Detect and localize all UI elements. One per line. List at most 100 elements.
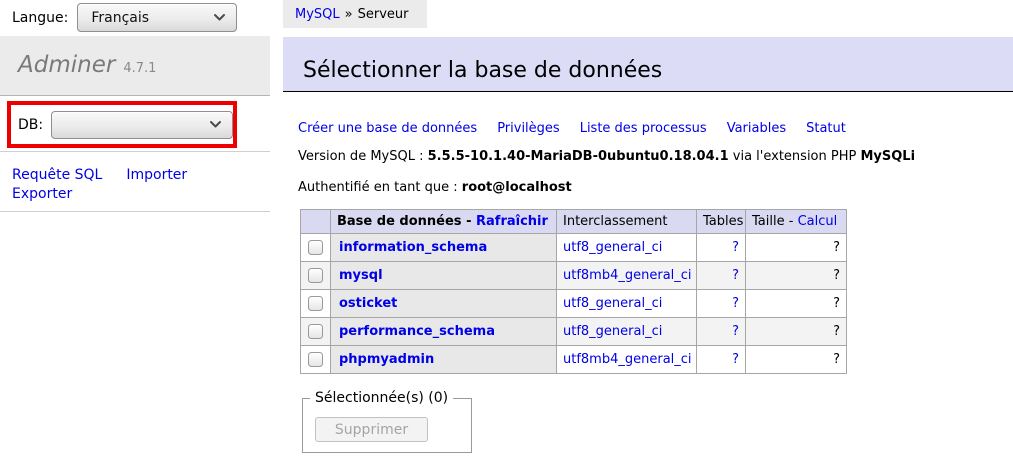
db-select[interactable] <box>51 110 233 139</box>
size-calc-link[interactable]: Calcul <box>797 214 838 229</box>
database-link[interactable]: phpmyadmin <box>339 352 435 367</box>
version-label: Version de MySQL : <box>298 149 424 164</box>
auth-label: Authentifié en tant que : <box>298 180 458 195</box>
databases-table: Base de données - Rafraîchir Interclasse… <box>300 209 847 374</box>
tables-count-link[interactable]: ? <box>732 296 739 311</box>
version-value: 5.5.5-10.1.40-MariaDB-0ubuntu0.18.04.1 <box>427 149 729 164</box>
size-cell: ? <box>745 261 847 290</box>
header-collation-cell: Interclassement <box>556 209 697 234</box>
collation-link[interactable]: utf8mb4_general_ci <box>563 268 692 283</box>
header-size-cell: Taille - Calcul <box>745 209 847 234</box>
title-bar: Sélectionner la base de données <box>283 37 1013 92</box>
database-link[interactable]: mysql <box>339 268 383 283</box>
table-header-row: Base de données - Rafraîchir Interclasse… <box>300 209 847 234</box>
tables-count-link[interactable]: ? <box>732 268 739 283</box>
sidebar-links: Requête SQL Importer Exporter <box>12 166 262 204</box>
mysql-version-text: Version de MySQL : 5.5.5-10.1.40-MariaDB… <box>298 149 915 164</box>
language-row: Langue: Français <box>12 3 238 32</box>
size-cell: ? <box>745 345 847 374</box>
sidebar-link-export[interactable]: Exporter <box>12 186 73 202</box>
database-link[interactable]: information_schema <box>339 240 488 255</box>
variables-link[interactable]: Variables <box>726 121 787 136</box>
table-row: performance_schema utf8_general_ci ? ? <box>300 317 847 346</box>
tables-count-link[interactable]: ? <box>732 240 739 255</box>
delete-button[interactable]: Supprimer <box>315 417 428 442</box>
language-select[interactable]: Français <box>77 3 238 32</box>
sidebar-link-sql-command[interactable]: Requête SQL <box>12 167 103 183</box>
refresh-link[interactable]: Rafraîchir <box>476 214 548 229</box>
checkbox-cell <box>300 289 331 318</box>
collation-link[interactable]: utf8_general_ci <box>563 324 663 339</box>
breadcrumb-current: Serveur <box>357 6 409 22</box>
process-list-link[interactable]: Liste des processus <box>579 121 707 136</box>
app-version: 4.7.1 <box>123 61 157 76</box>
tables-count-link[interactable]: ? <box>732 324 739 339</box>
table-row: information_schema utf8_general_ci ? ? <box>300 233 847 262</box>
size-cell: ? <box>745 317 847 346</box>
tables-cell: ? <box>696 345 746 374</box>
header-name-cell: Base de données - Rafraîchir <box>330 209 557 234</box>
db-name-cell: performance_schema <box>330 317 557 346</box>
breadcrumb: MySQL » Serveur <box>283 0 428 28</box>
page-title: Sélectionner la base de données <box>303 58 663 83</box>
breadcrumb-separator: » <box>344 6 353 22</box>
collation-cell: utf8_general_ci <box>556 233 697 262</box>
collation-link[interactable]: utf8_general_ci <box>563 240 663 255</box>
auth-user-text: Authentifié en tant que : root@localhost <box>298 180 572 195</box>
php-extension: MySQLi <box>860 149 916 164</box>
header-checkbox-cell <box>300 209 331 234</box>
version-via: via l'extension PHP <box>732 149 857 164</box>
collation-cell: utf8_general_ci <box>556 289 697 318</box>
tables-cell: ? <box>696 289 746 318</box>
divider <box>0 151 270 152</box>
db-name-cell: osticket <box>330 289 557 318</box>
collation-cell: utf8mb4_general_ci <box>556 261 697 290</box>
db-name-cell: mysql <box>330 261 557 290</box>
header-size-label: Taille <box>752 214 785 229</box>
collation-link[interactable]: utf8_general_ci <box>563 296 663 311</box>
tables-cell: ? <box>696 317 746 346</box>
header-tables-cell: Tables <box>696 209 746 234</box>
status-link[interactable]: Statut <box>806 121 846 136</box>
header-name-label: Base de données <box>337 214 462 229</box>
table-row: osticket utf8_general_ci ? ? <box>300 289 847 318</box>
language-select-value: Français <box>91 9 150 26</box>
tables-cell: ? <box>696 261 746 290</box>
tables-count-link[interactable]: ? <box>732 352 739 367</box>
checkbox-cell <box>300 345 331 374</box>
auth-user: root@localhost <box>461 180 572 195</box>
tables-cell: ? <box>696 233 746 262</box>
row-checkbox[interactable] <box>308 268 323 283</box>
app-header: Adminer 4.7.1 <box>0 36 270 96</box>
divider <box>0 211 270 212</box>
app-logo: Adminer <box>18 52 116 78</box>
row-checkbox[interactable] <box>308 324 323 339</box>
chevron-down-icon <box>214 14 226 21</box>
collation-cell: utf8_general_ci <box>556 317 697 346</box>
collation-link[interactable]: utf8mb4_general_ci <box>563 352 692 367</box>
table-row: phpmyadmin utf8mb4_general_ci ? ? <box>300 345 847 374</box>
row-checkbox[interactable] <box>308 352 323 367</box>
checkbox-cell <box>300 317 331 346</box>
header-separator: - <box>788 214 794 229</box>
language-label: Langue: <box>12 9 69 26</box>
db-select-label: DB: <box>18 116 44 133</box>
checkbox-cell <box>300 233 331 262</box>
size-cell: ? <box>745 233 847 262</box>
size-cell: ? <box>745 289 847 318</box>
database-link[interactable]: osticket <box>339 296 398 311</box>
privileges-link[interactable]: Privilèges <box>497 121 560 136</box>
sidebar-link-import[interactable]: Importer <box>126 167 188 183</box>
chevron-down-icon <box>210 121 221 128</box>
row-checkbox[interactable] <box>308 240 323 255</box>
db-name-cell: information_schema <box>330 233 557 262</box>
breadcrumb-server-link[interactable]: MySQL <box>295 6 340 22</box>
header-separator: - <box>466 214 472 229</box>
collation-cell: utf8mb4_general_ci <box>556 345 697 374</box>
selected-legend: Sélectionnée(s) (0) <box>310 390 454 406</box>
create-database-link[interactable]: Créer une base de données <box>298 121 478 136</box>
row-checkbox[interactable] <box>308 296 323 311</box>
database-link[interactable]: performance_schema <box>339 324 495 339</box>
server-action-links: Créer une base de données Privilèges Lis… <box>298 121 846 136</box>
